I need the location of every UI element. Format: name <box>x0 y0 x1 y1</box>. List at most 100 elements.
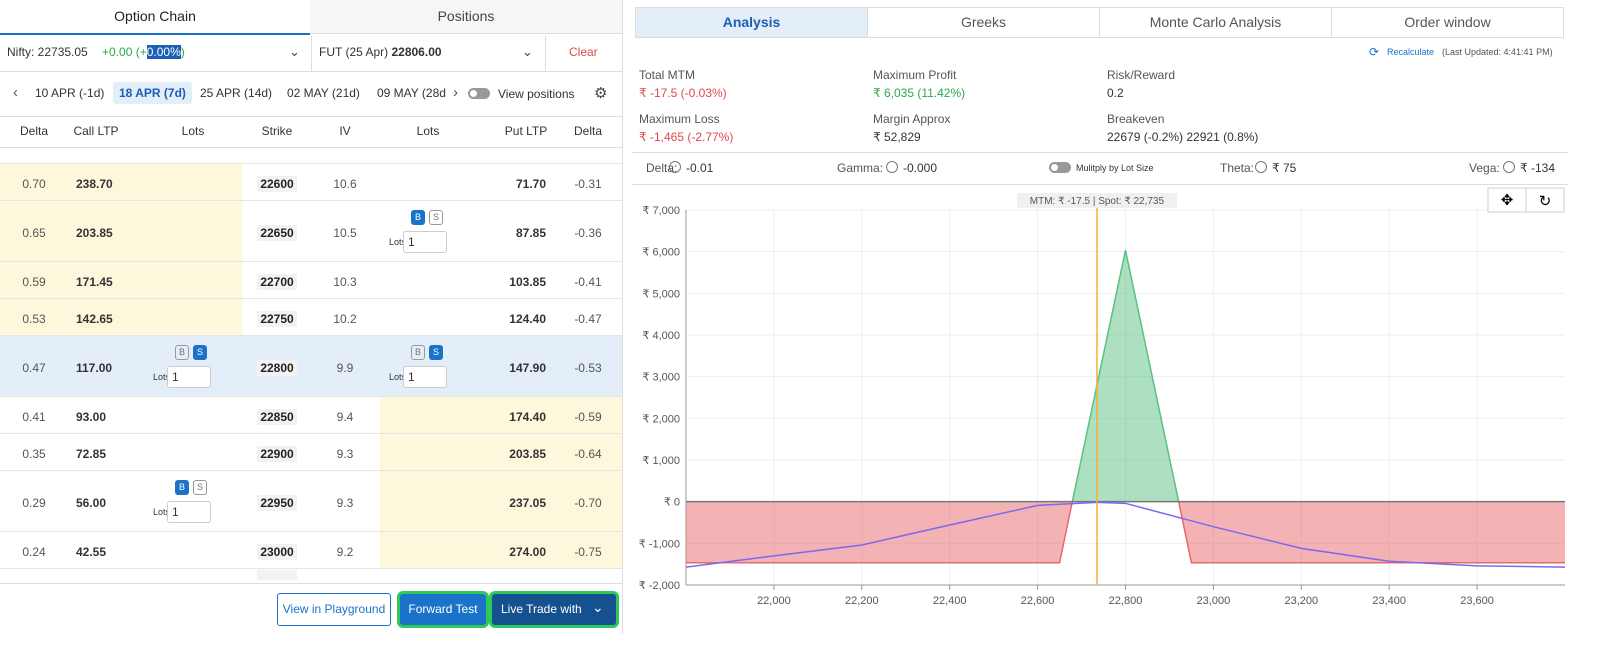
y-tick-label: ₹ 6,000 <box>642 247 680 259</box>
expiry-tab[interactable]: 25 APR (14d) <box>200 86 273 100</box>
call-delta: 0.70 <box>22 176 46 191</box>
chevron[interactable]: ⌄ <box>289 44 300 59</box>
loss-area <box>686 501 1565 563</box>
stat-value: ₹ -1,465 (-2.77%) <box>639 130 734 144</box>
settings-icon[interactable]: ⚙ <box>594 85 608 102</box>
info-icon <box>886 161 898 173</box>
playground-button[interactable]: View in Playground <box>277 593 391 626</box>
lots-select[interactable]: 1 <box>167 501 211 523</box>
put-delta: -0.36 <box>574 225 602 240</box>
payoff-line <box>686 501 1565 564</box>
expiry-tab[interactable]: 10 APR (-1d) <box>35 86 105 100</box>
iv: 9.4 <box>336 409 354 424</box>
reset-button[interactable]: ↻ <box>1539 193 1552 210</box>
strike: 22850 <box>257 408 297 425</box>
put-delta: -0.59 <box>574 409 602 424</box>
row-line <box>0 163 622 164</box>
tab[interactable]: Greeks <box>867 7 1100 38</box>
put-ltp: 203.85 <box>509 446 546 461</box>
stat-label: Maximum Profit <box>873 68 957 82</box>
stat-label: Total MTM <box>639 68 696 82</box>
lots-label: Lots <box>153 372 171 382</box>
iv: 10.6 <box>333 176 357 191</box>
strike: 23000 <box>257 543 297 560</box>
table-row: 0.47 117.00 22800 9.9 147.90 -0.53 B S Lots 1 B S Lo… <box>0 336 622 397</box>
buy-button[interactable]: B <box>175 480 189 495</box>
change-close: ) <box>180 45 185 59</box>
tab[interactable]: Option Chain <box>0 0 310 35</box>
forward-test-button[interactable]: Forward Test <box>397 591 489 628</box>
greek-label: Theta: <box>1220 161 1255 175</box>
row-line <box>0 261 622 262</box>
sell-button[interactable]: S <box>429 345 443 360</box>
call-delta: 0.24 <box>22 544 46 559</box>
stat-value: ₹ -17.5 (-0.03%) <box>639 86 727 100</box>
put-delta: -0.70 <box>574 495 602 510</box>
iv: 10.2 <box>333 311 357 326</box>
divider <box>0 583 622 584</box>
profit-area <box>1072 250 1179 502</box>
price-bar <box>0 35 622 72</box>
sell-button[interactable]: S <box>193 345 207 360</box>
row-line <box>0 200 622 201</box>
greek-value: ₹ -134 <box>1520 161 1555 175</box>
call-delta: 0.35 <box>22 446 46 461</box>
fut-label: FUT (25 Apr) 22806.00 <box>319 45 442 59</box>
prev-arrow[interactable]: ‹ <box>13 84 18 101</box>
stat-value: ₹ 52,829 <box>873 130 921 144</box>
y-tick-label: ₹ 0 <box>664 497 680 509</box>
tab[interactable]: Analysis <box>635 7 868 38</box>
y-tick-label: ₹ -2,000 <box>639 580 680 592</box>
x-tick-label: 22,400 <box>933 595 967 607</box>
y-tick-label: ₹ 7,000 <box>642 205 680 217</box>
change-pct: 0.00% <box>146 45 181 59</box>
tab[interactable]: Order window <box>1331 7 1564 38</box>
y-tick-label: ₹ 4,000 <box>642 330 680 342</box>
put-ltp: 103.85 <box>509 274 546 289</box>
chevron[interactable]: ⌄ <box>522 44 533 59</box>
strike: 22650 <box>257 224 297 241</box>
toggle[interactable] <box>468 88 490 99</box>
change-open: (+ <box>135 45 147 59</box>
tab[interactable]: Monte Carlo Analysis <box>1099 7 1332 38</box>
expiry-tab[interactable]: 02 MAY (21d) <box>287 86 360 100</box>
sell-button[interactable]: S <box>193 480 207 495</box>
lots-value: 1 <box>172 370 179 384</box>
live-trade-button[interactable]: Live Trade with ⌄ <box>489 591 619 628</box>
row-line <box>0 433 622 434</box>
buy-button[interactable]: B <box>175 345 189 360</box>
toggle[interactable] <box>1049 162 1071 173</box>
put-ltp: 147.90 <box>509 360 546 375</box>
stat-value: ₹ 6,035 (11.42%) <box>873 86 966 100</box>
next-arrow[interactable]: › <box>453 84 458 101</box>
greek-value: ₹ 75 <box>1272 161 1297 175</box>
call-ltp: 42.55 <box>76 544 107 559</box>
recalc-icon[interactable]: ⟳ <box>1369 45 1380 59</box>
sell-button[interactable]: S <box>429 210 443 225</box>
buy-button[interactable]: B <box>411 210 425 225</box>
iv: 9.3 <box>336 495 354 510</box>
table-row: 0.70 238.70 22600 10.6 71.70 -0.31 <box>0 164 622 201</box>
recalculate[interactable]: Recalculate <box>1387 47 1435 57</box>
x-tick-label: 22,200 <box>845 595 879 607</box>
lots-select[interactable]: 1 <box>403 231 447 253</box>
x-tick-label: 23,600 <box>1460 595 1494 607</box>
x-tick-label: 22,000 <box>757 595 791 607</box>
pan-button[interactable]: ✥ <box>1501 192 1514 209</box>
row-partial <box>257 570 297 580</box>
expiry-tab[interactable]: 18 APR (7d) <box>113 82 192 104</box>
y-tick-label: ₹ -1,000 <box>639 538 680 550</box>
itm-shade <box>380 532 622 569</box>
buy-button[interactable]: B <box>411 345 425 360</box>
call-ltp: 117.00 <box>76 360 113 375</box>
table-row: 0.24 42.55 23000 9.2 274.00 -0.75 <box>0 532 622 569</box>
row-line <box>0 396 622 397</box>
lots-select[interactable]: 1 <box>167 366 211 388</box>
tab[interactable]: Positions <box>310 0 622 34</box>
clear-button[interactable]: Clear <box>569 45 598 59</box>
fut-box[interactable] <box>311 36 546 71</box>
expiry-tab[interactable]: 09 MAY (28d <box>377 86 446 100</box>
lots-select[interactable]: 1 <box>403 366 447 388</box>
toggle-knob <box>470 90 477 97</box>
